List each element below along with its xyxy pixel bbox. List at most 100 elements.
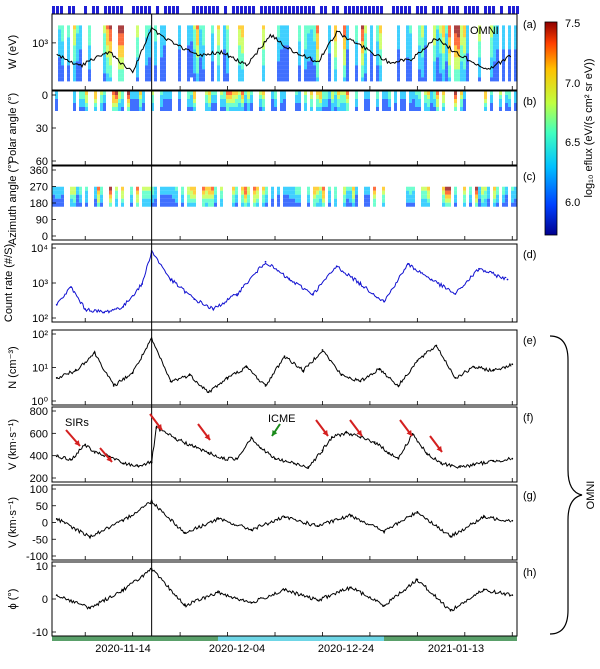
spectrogram-cell xyxy=(343,186,346,191)
spectrogram-cell xyxy=(496,41,499,46)
spectrogram-cell xyxy=(154,45,157,50)
y-tick-label-c: 270 xyxy=(30,182,48,194)
spectrogram-cell xyxy=(103,107,106,111)
spectrogram-cell xyxy=(466,73,469,78)
coverage-tick xyxy=(164,6,167,14)
spectrogram-cell xyxy=(508,107,511,111)
spectrogram-cell xyxy=(127,103,130,107)
spectrogram-cell xyxy=(424,99,427,103)
spectrogram-cell xyxy=(121,186,124,191)
spectrogram-cell xyxy=(316,61,319,66)
spectrogram-cell xyxy=(121,99,124,103)
spectrogram-cell xyxy=(445,77,448,82)
spectrogram-cell xyxy=(109,53,112,58)
spectrogram-cell xyxy=(397,69,400,74)
spectrogram-cell xyxy=(493,65,496,70)
data-point-e xyxy=(55,377,58,379)
spectrogram-cell xyxy=(328,25,331,30)
omni-brace: OMNI xyxy=(549,335,597,635)
spectrogram-cell xyxy=(232,190,235,195)
spectrogram-cell xyxy=(73,61,76,66)
spectrogram-cell xyxy=(277,194,280,199)
spectrogram-cell xyxy=(454,29,457,34)
spectrogram-cell xyxy=(364,65,367,70)
spectrogram-cell xyxy=(259,107,262,111)
spectrogram-cell xyxy=(79,45,82,50)
spectrogram-cell xyxy=(265,198,268,203)
spectrogram-cell xyxy=(343,45,346,50)
spectrogram-cell xyxy=(346,61,349,66)
spectrogram-cell xyxy=(97,202,100,207)
spectrogram-cell xyxy=(325,107,328,111)
panel-fills xyxy=(52,6,519,641)
spectrogram-cell xyxy=(121,190,124,195)
spectrogram-cell xyxy=(241,65,244,70)
spectrogram-cell xyxy=(226,99,229,103)
spectrogram-cell xyxy=(121,202,124,207)
spectrogram-cell xyxy=(460,33,463,38)
spectrogram-cell xyxy=(226,57,229,62)
spectrogram-cell xyxy=(406,41,409,46)
spectrogram-cell xyxy=(436,49,439,54)
spectrogram-cell xyxy=(505,95,508,99)
spectrogram-cell xyxy=(439,65,442,70)
spectrogram-cell xyxy=(283,41,286,46)
spectrogram-cell xyxy=(283,202,286,207)
spectrogram-cell xyxy=(412,91,415,95)
spectrogram-cell xyxy=(181,202,184,207)
spectrogram-cell xyxy=(163,95,166,99)
spectrogram-cell xyxy=(337,103,340,107)
spectrogram-cell xyxy=(61,45,64,50)
spectrogram-cell xyxy=(193,103,196,107)
bottom-bar-cyan xyxy=(218,636,384,641)
spectrogram-cell xyxy=(475,186,478,191)
coverage-tick xyxy=(324,6,327,14)
spectrogram-cell xyxy=(415,95,418,99)
spectrogram-cell xyxy=(178,49,181,54)
spectrogram-cell xyxy=(457,61,460,66)
spectrogram-cell xyxy=(145,25,148,30)
spectrogram-cell xyxy=(130,99,133,103)
spectrogram-cell xyxy=(310,61,313,66)
spectrogram-cell xyxy=(310,107,313,111)
spectrogram-cell xyxy=(475,202,478,207)
spectrogram-cell xyxy=(67,65,70,70)
spectrogram-cell xyxy=(109,65,112,70)
spectrogram-cell xyxy=(499,99,502,103)
spectrogram-cell xyxy=(490,57,493,62)
coverage-tick xyxy=(112,6,115,14)
spectrogram-cell xyxy=(187,91,190,95)
spectrogram-cell xyxy=(343,103,346,107)
data-point-e xyxy=(207,391,210,394)
spectrogram-cell xyxy=(229,99,232,103)
spectrogram-cell xyxy=(199,53,202,58)
spectrogram-cell xyxy=(298,95,301,99)
spectrogram-cell xyxy=(334,29,337,34)
spectrogram-cell xyxy=(118,69,121,74)
spectrogram-cell xyxy=(271,95,274,99)
coverage-tick xyxy=(140,6,143,14)
spectrogram-cell xyxy=(61,37,64,42)
spectrogram-cell xyxy=(460,73,463,78)
spectrogram-cell xyxy=(241,61,244,66)
spectrogram-cell xyxy=(406,69,409,74)
coverage-tick xyxy=(356,6,359,14)
spectrogram-cell xyxy=(316,194,319,199)
spectrogram-cell xyxy=(370,65,373,70)
spectrogram-cell xyxy=(280,53,283,58)
spectrogram-cell xyxy=(442,65,445,70)
spectrogram-cell xyxy=(193,37,196,42)
spectrogram-cell xyxy=(73,202,76,207)
spectrogram-cell xyxy=(418,29,421,34)
spectrogram-cell xyxy=(442,37,445,42)
spectrogram-cell xyxy=(418,103,421,107)
spectrogram-cell xyxy=(58,41,61,46)
spectrogram-cell xyxy=(460,95,463,99)
spectrogram-cell xyxy=(73,53,76,58)
spectrogram-cell xyxy=(307,49,310,54)
spectrogram-cell xyxy=(232,95,235,99)
spectrogram-cell xyxy=(118,45,121,50)
spectrogram-cell xyxy=(202,186,205,191)
spectrogram-cell xyxy=(433,41,436,46)
spectrogram-cell xyxy=(61,53,64,58)
